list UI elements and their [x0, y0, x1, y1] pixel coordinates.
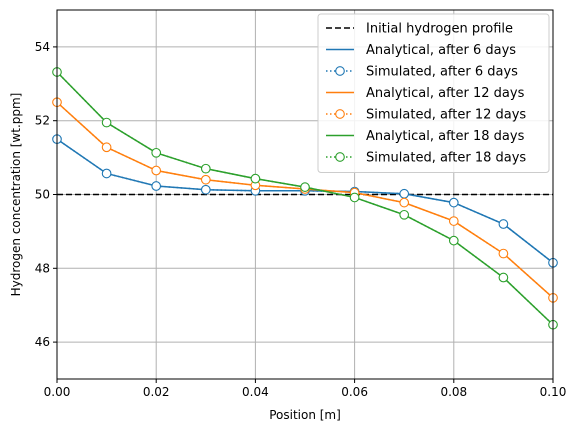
x-axis-label: Position [m] [269, 408, 341, 422]
series-point-6 [151, 147, 162, 158]
series-point-2 [399, 188, 410, 199]
x-tick-label: 0.10 [540, 385, 567, 399]
series-point-2 [200, 184, 211, 195]
series-point-6 [101, 117, 112, 128]
series-point-6 [250, 173, 261, 184]
y-tick-label: 54 [35, 40, 50, 54]
legend-label-0: Initial hydrogen profile [366, 22, 513, 37]
legend-label-5: Analytical, after 18 days [366, 129, 525, 144]
x-tick-label: 0.00 [44, 385, 71, 399]
legend-label-2: Simulated, after 6 days [366, 65, 518, 80]
x-tick-label: 0.08 [440, 385, 467, 399]
legend-label-4: Simulated, after 12 days [366, 108, 526, 123]
axis-ticks: 0.00 0.02 0.04 0.06 0.08 0.10 46 48 50 52 54 [35, 40, 567, 399]
y-tick-label: 52 [35, 114, 50, 128]
x-tick-label: 0.02 [143, 385, 170, 399]
series-point-4 [151, 165, 162, 176]
series-point-2 [151, 181, 162, 191]
x-tick-label: 0.04 [242, 385, 269, 399]
x-tick-label: 0.06 [341, 385, 368, 399]
series-point-4 [101, 142, 112, 153]
series-point-6 [300, 182, 310, 192]
y-tick-label: 48 [35, 261, 50, 275]
legend-label-6: Simulated, after 18 days [366, 151, 526, 166]
series-point-6 [448, 235, 459, 246]
series-point-6 [399, 209, 410, 220]
y-axis-label: Hydrogen concentration [wt.ppm] [9, 93, 23, 297]
series-point-4 [399, 197, 410, 208]
plot-series [52, 67, 558, 330]
series-point-2 [498, 219, 509, 229]
series-point-4 [200, 174, 211, 185]
series-point-6 [200, 163, 211, 174]
series-point-2 [101, 168, 112, 179]
legend-box [317, 13, 550, 173]
series-point-6 [349, 192, 360, 203]
y-tick-label: 50 [35, 188, 50, 202]
legend-marker-2 [335, 66, 345, 76]
legend-label-1: Analytical, after 6 days [366, 43, 516, 58]
series-point-2 [448, 197, 459, 208]
series-point-6 [498, 272, 509, 283]
legend: Initial hydrogen profile Analytical, afte… [317, 13, 550, 173]
series-point-4 [448, 216, 459, 226]
series-point-4 [498, 248, 509, 259]
series-line-4 [56, 101, 554, 299]
legend-marker-6 [335, 152, 345, 162]
legend-label-3: Analytical, after 12 days [366, 86, 525, 101]
legend-marker-4 [335, 109, 345, 119]
y-tick-label: 46 [35, 335, 50, 349]
